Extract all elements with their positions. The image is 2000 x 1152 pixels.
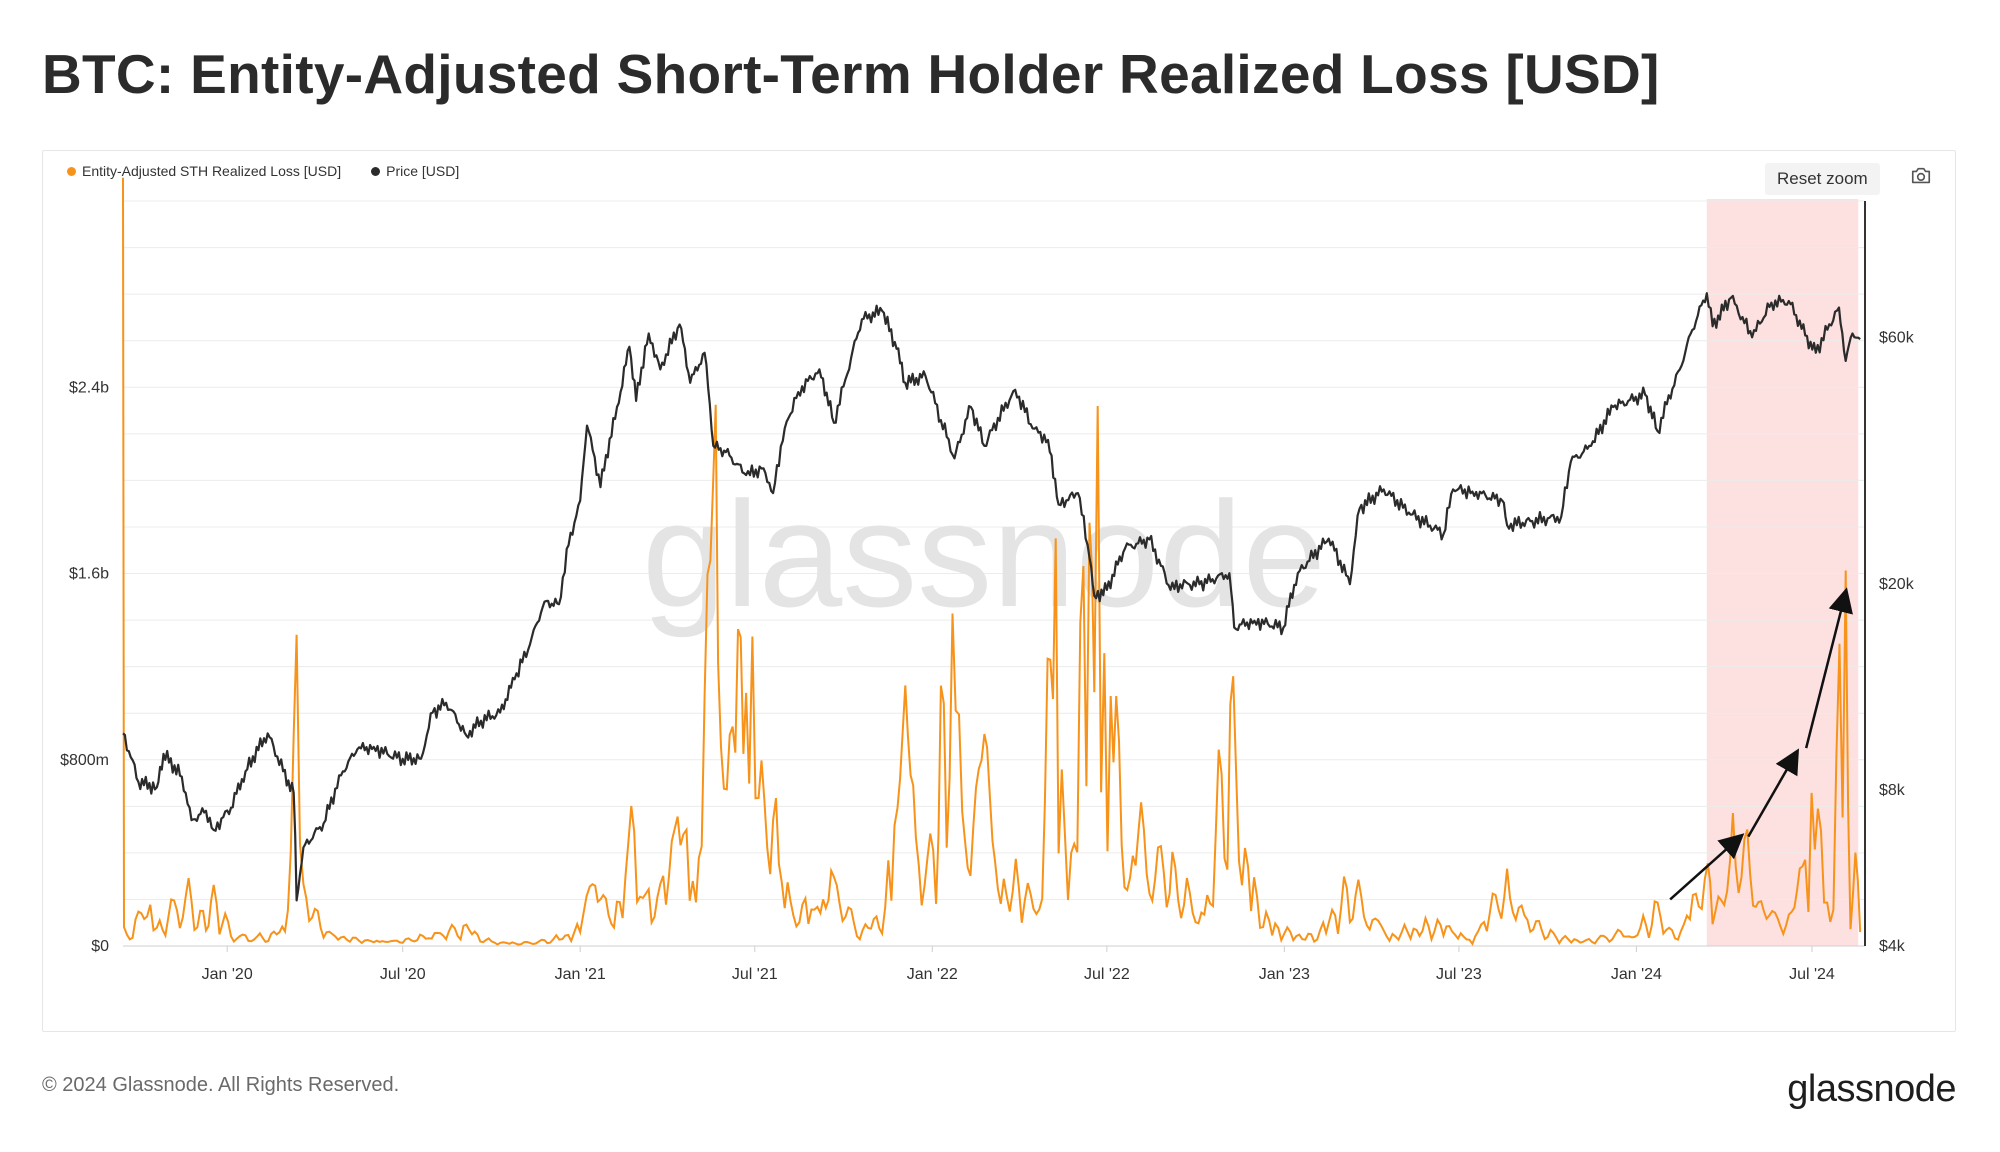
- series-line-sth-loss: [122, 177, 1862, 947]
- left-axis-tick-label: $2.4b: [69, 379, 109, 396]
- legend-label-sth-loss: Entity-Adjusted STH Realized Loss [USD]: [82, 163, 342, 179]
- x-axis-tick-label: Jul '24: [1789, 966, 1835, 983]
- x-axis-tick-label: Jul '22: [1084, 966, 1130, 983]
- legend-dot-sth-loss: [67, 166, 76, 176]
- grid-lines: [123, 200, 1865, 947]
- watermark: glassnode: [642, 470, 1326, 638]
- reset-zoom-button[interactable]: Reset zoom: [1765, 163, 1880, 195]
- chart-canvas: glassnode $0 $800m $1.6b $2.4b $4k $8k $20k $60k…: [60, 177, 1915, 983]
- left-axis-tick-label: $0: [91, 938, 109, 955]
- chart-panel: glassnode $0 $800m $1.6b $2.4b $4k $8k $20k $60k…: [42, 150, 1956, 1032]
- x-axis-tick-label: Jan '22: [907, 966, 958, 983]
- footer-copyright: © 2024 Glassnode. All Rights Reserved.: [42, 1074, 400, 1096]
- x-axis-tick-label: Jan '20: [202, 966, 253, 983]
- camera-icon[interactable]: [1910, 165, 1932, 187]
- legend-dot-price: [371, 166, 381, 176]
- x-axis-tick-label: Jan '24: [1611, 966, 1662, 983]
- x-axis-tick-label: Jul '21: [732, 966, 778, 983]
- right-axis-tick-label: $60k: [1879, 329, 1915, 346]
- annotation-arrow-1: [1669, 833, 1745, 901]
- x-axis-tick-label: Jan '23: [1259, 966, 1310, 983]
- right-axis-tick-label: $4k: [1879, 938, 1906, 955]
- x-axis-tick-label: Jul '20: [380, 966, 426, 983]
- legend-item-sth-loss[interactable]: Entity-Adjusted STH Realized Loss [USD]: [67, 163, 341, 179]
- page-title: BTC: Entity-Adjusted Short-Term Holder R…: [42, 43, 1660, 105]
- annotation-arrow-2: [1747, 748, 1800, 838]
- x-axis-tick-label: Jul '23: [1436, 966, 1482, 983]
- chart-legend: Entity-Adjusted STH Realized Loss [USD] …: [67, 163, 459, 179]
- series-line-price: [122, 292, 1861, 902]
- legend-label-price: Price [USD]: [386, 163, 460, 179]
- annotation-arrow-3: [1804, 587, 1853, 749]
- right-axis-tick-label: $8k: [1879, 782, 1906, 799]
- x-axis-tick-label: Jan '21: [555, 966, 606, 983]
- left-axis-tick-label: $800m: [60, 752, 109, 769]
- right-axis-tick-label: $20k: [1879, 576, 1915, 593]
- glassnode-logo: glassnode: [1787, 1068, 1956, 1110]
- legend-item-price[interactable]: Price [USD]: [371, 163, 459, 179]
- left-axis-tick-label: $1.6b: [69, 566, 109, 583]
